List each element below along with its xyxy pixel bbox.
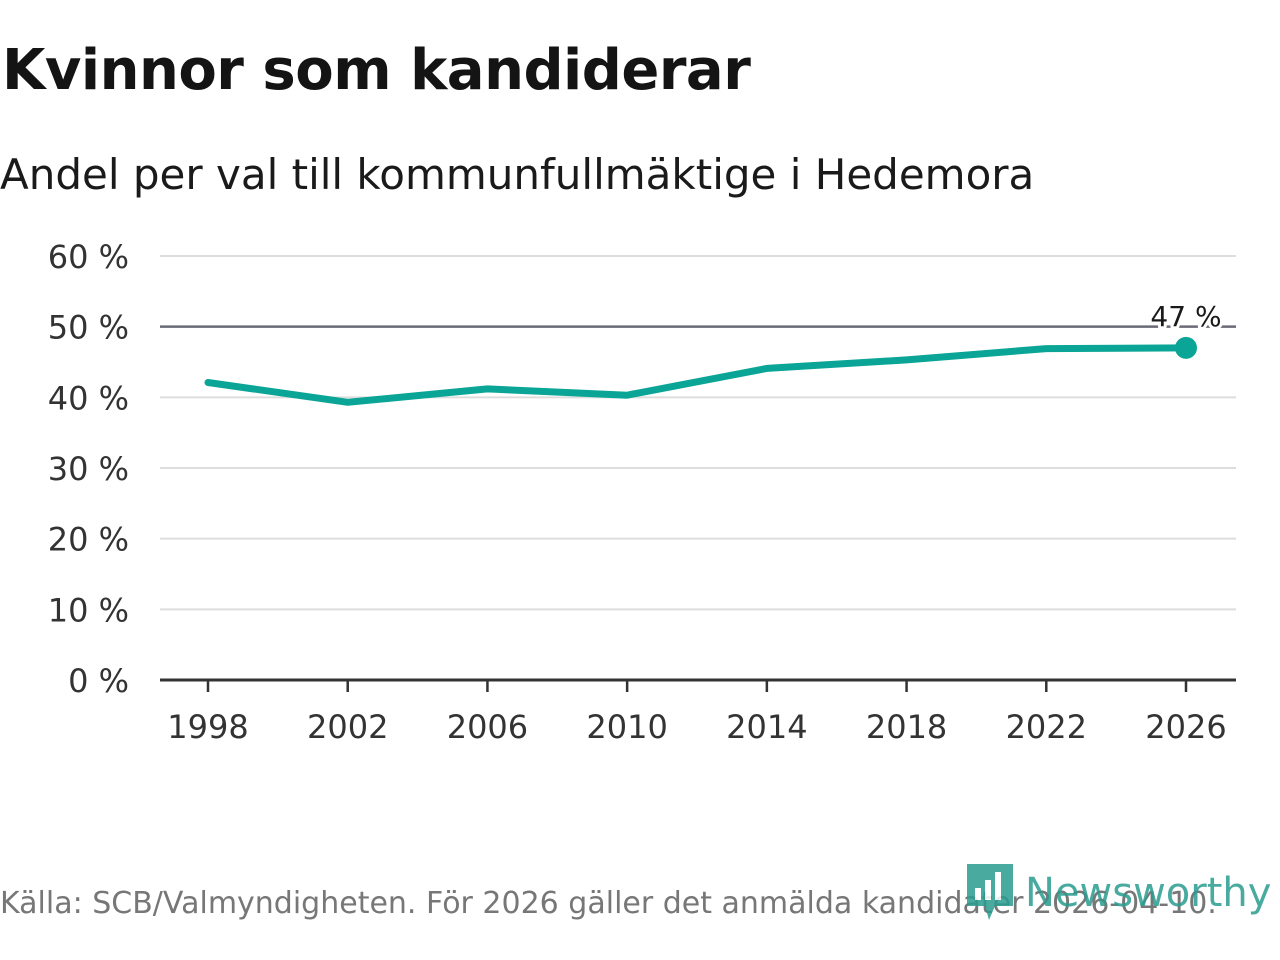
end-value-label: 47 % (1150, 300, 1221, 333)
series-line-kvinnor (204, 344, 1190, 406)
y-tick-label-20: 20 % (48, 521, 129, 559)
y-tick-label-30: 30 % (48, 450, 129, 488)
end-label-halo: 47 % (1150, 300, 1221, 333)
y-tick-label-40: 40 % (48, 379, 129, 417)
x-tick-label-2026: 2026 (1145, 708, 1226, 746)
x-tick-label-2022: 2022 (1006, 708, 1087, 746)
y-tick-label-50: 50 % (48, 309, 129, 347)
x-tick-label-2018: 2018 (866, 708, 947, 746)
source-note: Källa: SCB/Valmyndigheten. För 2026 gäll… (0, 886, 1217, 921)
chart-subtitle: Andel per val till kommunfullmäktige i H… (0, 150, 1035, 199)
x-tick-label-2006: 2006 (447, 708, 528, 746)
x-tick-label-1998: 1998 (167, 708, 248, 746)
y-tick-label-0: 0 % (68, 662, 129, 700)
newsworthy-brand: Newsworthy (965, 862, 1271, 924)
y-tick-label-10: 10 % (48, 591, 129, 629)
y-tick-label-60: 60 % (48, 238, 129, 276)
data-point-2026 (1175, 336, 1197, 359)
chart-title: Kvinnor som kandiderar (2, 38, 751, 103)
x-tick-label-2014: 2014 (726, 708, 807, 746)
brand-name: Newsworthy (1025, 870, 1272, 916)
newsworthy-logo-icon (967, 864, 1013, 920)
x-tick-label-2002: 2002 (307, 708, 388, 746)
x-tick-label-2010: 2010 (586, 708, 667, 746)
